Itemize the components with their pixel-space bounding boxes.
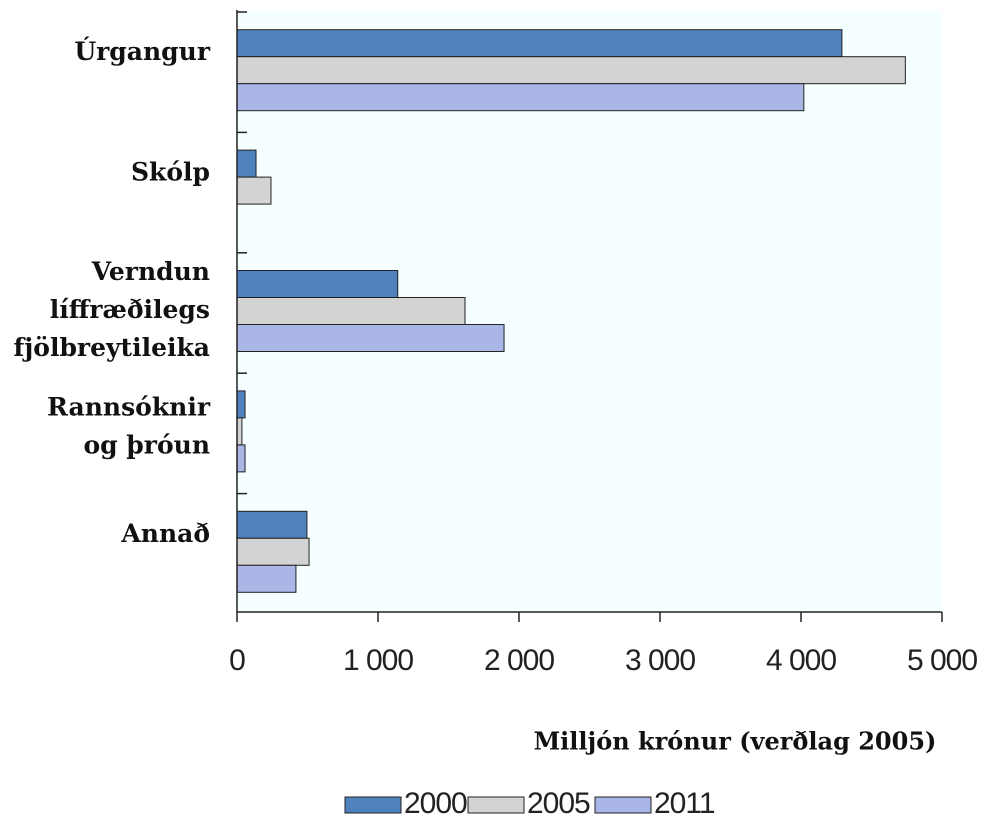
bar <box>236 29 843 58</box>
x-tick-label: 4 000 <box>766 644 836 677</box>
legend-label: 2011 <box>654 787 715 820</box>
category-label: Annað <box>120 518 210 547</box>
legend-label: 2000 <box>404 787 467 820</box>
bar <box>236 56 906 85</box>
legend-swatch <box>467 796 525 814</box>
bar <box>236 324 505 352</box>
x-axis-title: Milljón krónur (verðlag 2005) <box>534 727 937 756</box>
bar <box>236 176 272 205</box>
bar <box>236 83 805 112</box>
bar <box>236 444 246 473</box>
bar <box>236 390 246 419</box>
legend-swatch <box>594 796 652 814</box>
category-label: Rannsóknir og þróun <box>47 392 211 459</box>
x-tick-label: 3 000 <box>625 644 695 677</box>
bar <box>236 149 257 178</box>
x-tick-label: 5 000 <box>907 644 977 677</box>
bar <box>236 564 297 593</box>
legend-swatch <box>344 796 402 814</box>
x-tick-label: 1 000 <box>343 644 413 677</box>
bar <box>236 510 308 539</box>
x-tick-label: 0 <box>229 644 245 677</box>
legend-label: 2005 <box>527 787 590 820</box>
bar <box>236 537 310 566</box>
category-label: Úrgangur <box>74 37 210 66</box>
bar <box>236 297 466 325</box>
bar <box>236 270 399 298</box>
category-label: Skólp <box>131 157 210 186</box>
category-label: Verndun líffræðilegs fjölbreytileika <box>13 257 210 362</box>
x-tick-label: 2 000 <box>484 644 554 677</box>
